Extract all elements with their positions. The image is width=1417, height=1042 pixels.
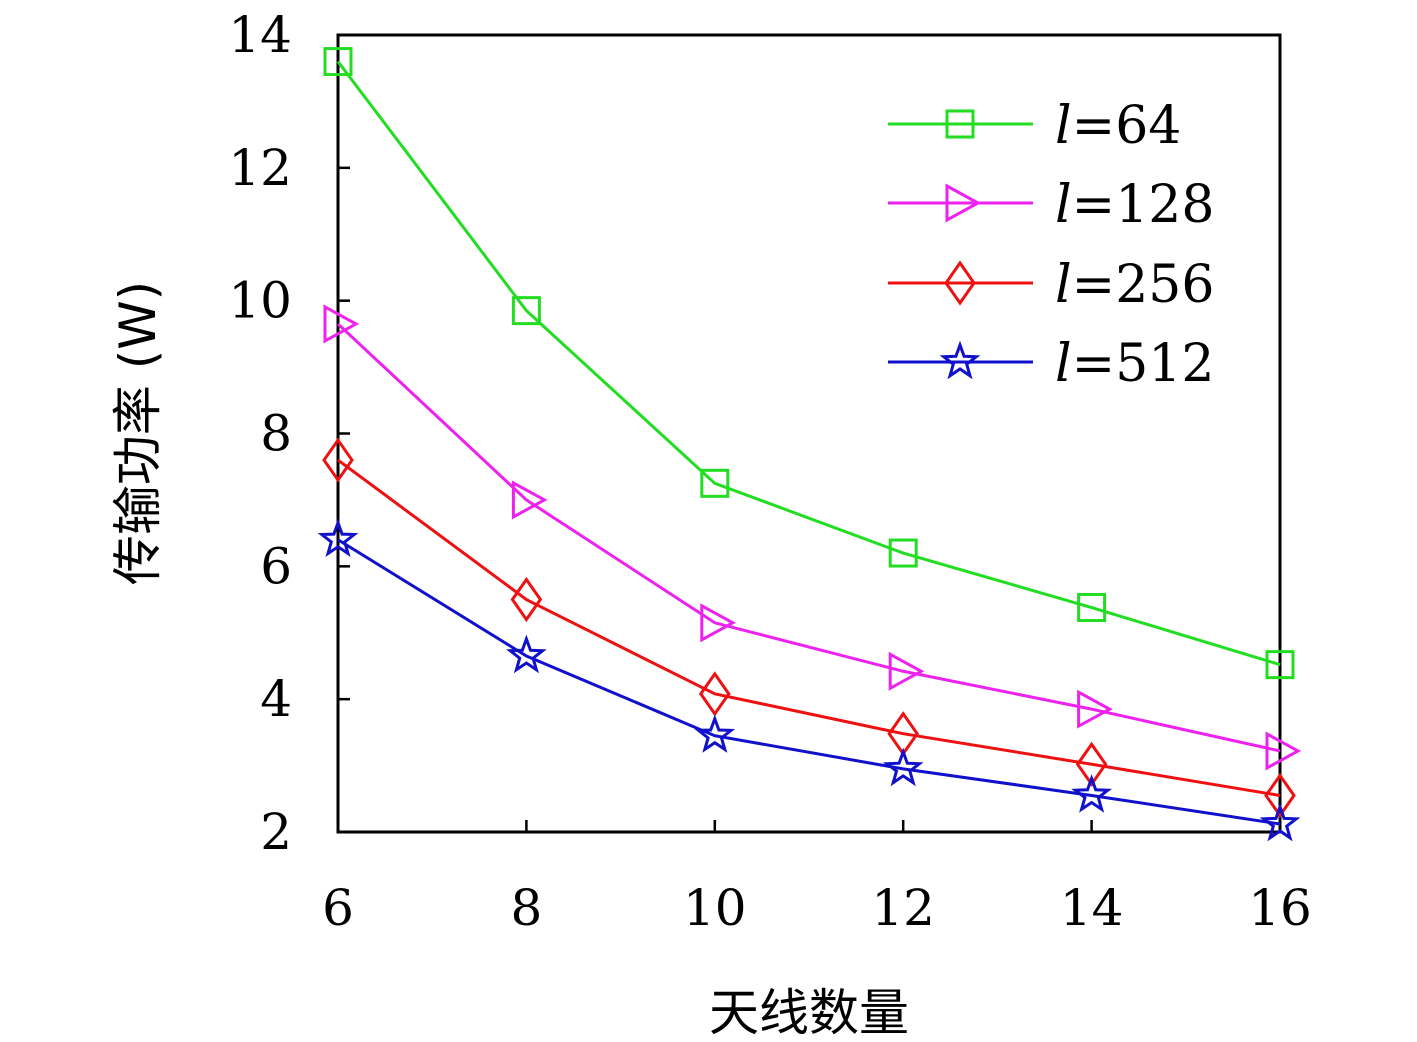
legend-marker (945, 183, 982, 223)
x-tick-label: 14 (1060, 879, 1124, 937)
x-tick-label: 16 (1248, 879, 1312, 937)
y-axis-title: 传输功率 (W) (109, 281, 167, 585)
data-point (1071, 774, 1112, 813)
series-line (337, 538, 1281, 826)
legend: l=64 l=128 l=256 l=512 (888, 96, 1214, 394)
y-tick-label: 8 (260, 405, 292, 463)
data-point (506, 634, 547, 674)
series-line (336, 60, 1281, 667)
series-3 (322, 437, 1296, 819)
legend-label: l=512 (1055, 334, 1214, 394)
data-point (1259, 802, 1301, 842)
y-tick-label: 14 (228, 6, 292, 64)
x-axis: 6 8 10 12 14 16 (322, 820, 1312, 937)
y-tick-label: 10 (228, 272, 292, 330)
data-point (317, 518, 359, 558)
legend-label: l=256 (1055, 255, 1214, 315)
data-point (888, 538, 918, 568)
data-point (1265, 731, 1302, 771)
series-layer (317, 47, 1302, 842)
x-tick-label: 8 (510, 879, 542, 937)
data-point (694, 714, 736, 753)
y-tick-label: 4 (260, 670, 292, 728)
data-point (888, 651, 925, 691)
legend-marker (939, 340, 981, 380)
data-point (1264, 772, 1296, 819)
data-point (1075, 741, 1108, 787)
data-point (1265, 650, 1295, 680)
y-tick-label: 6 (260, 537, 292, 595)
data-point (698, 671, 731, 717)
data-point (511, 296, 541, 326)
legend-label: l=128 (1055, 175, 1214, 235)
x-tick-label: 10 (683, 879, 747, 937)
data-point (1077, 689, 1113, 729)
series-line (336, 322, 1281, 753)
data-point (511, 480, 548, 520)
legend-item: l=512 (888, 334, 1214, 394)
data-point (323, 47, 353, 77)
data-point (323, 304, 360, 344)
legend-label: l=64 (1055, 96, 1181, 156)
x-tick-label: 6 (322, 879, 354, 937)
series-line (337, 458, 1281, 797)
legend-item: l=64 (888, 96, 1181, 156)
series-2 (323, 304, 1302, 771)
legend-marker (944, 260, 976, 306)
data-point (882, 747, 924, 787)
y-tick-label: 2 (260, 803, 292, 861)
data-point (700, 603, 736, 643)
y-tick-label: 12 (228, 139, 292, 197)
data-point (1077, 593, 1107, 623)
legend-item: l=256 (888, 255, 1214, 315)
legend-item: l=128 (888, 175, 1214, 235)
data-point (510, 576, 543, 623)
legend-marker (945, 109, 975, 139)
data-point (322, 437, 354, 483)
data-point (700, 468, 730, 498)
y-axis: 2 4 6 8 10 12 14 (228, 6, 350, 861)
x-tick-label: 12 (871, 879, 935, 937)
series-1 (323, 47, 1295, 680)
series-4 (317, 518, 1301, 842)
x-axis-title: 天线数量 (709, 984, 909, 1042)
